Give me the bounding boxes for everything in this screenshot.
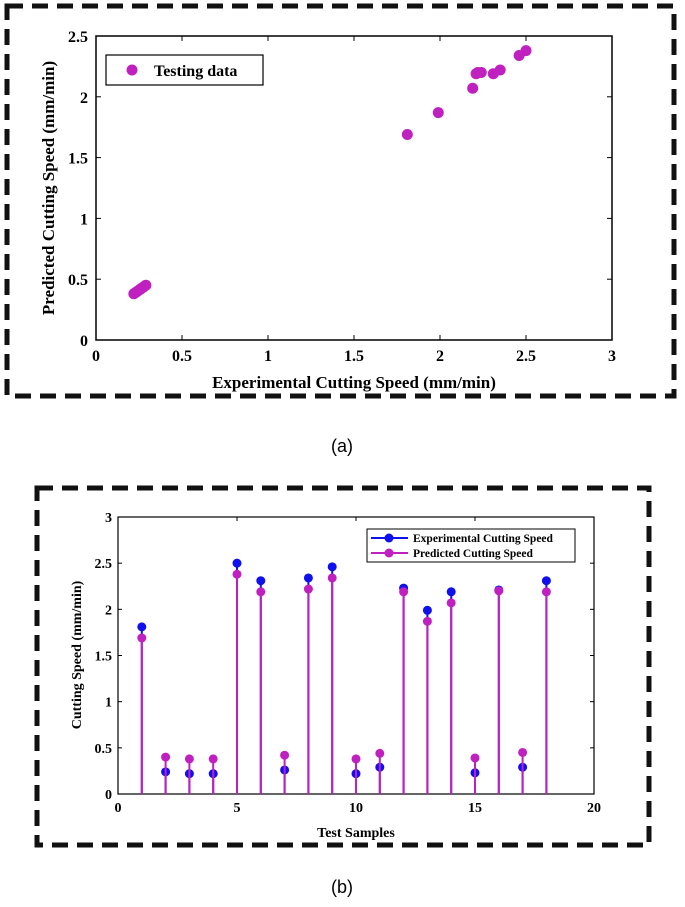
- chart-b-xlabel: Test Samples: [317, 826, 395, 841]
- chart-b-marker-predicted: [541, 587, 551, 597]
- chart-b-xtick-label: 20: [587, 801, 601, 816]
- chart-b-marker-experimental: [256, 576, 266, 586]
- chart-b-ytick-label: 3: [105, 511, 112, 526]
- chart-a-ytick-label: 0.5: [68, 272, 88, 289]
- chart-b-legend: Experimental Cutting Speed Predicted Cut…: [366, 528, 576, 563]
- chart-b-legend-box: [366, 528, 576, 563]
- chart-b-ytick-label: 2: [105, 603, 112, 618]
- chart-b-ytick-label: 1.5: [95, 650, 113, 665]
- chart-a-xtick-label: 2.5: [516, 348, 536, 365]
- chart-b-marker-experimental: [303, 573, 313, 583]
- chart-b-marker-predicted: [184, 754, 194, 764]
- chart-b-marker-predicted: [399, 587, 409, 597]
- chart-a-ylabel: Predicted Cutting Speed (mm/min): [39, 61, 58, 315]
- chart-b-xtick-label: 0: [115, 801, 122, 816]
- chart-b-marker-predicted: [518, 747, 528, 757]
- caption-a: (a): [331, 436, 353, 456]
- chart-b-xtick-label: 5: [234, 801, 241, 816]
- chart-a-point: [494, 64, 506, 76]
- chart-a-legend-label: Testing data: [154, 63, 237, 80]
- chart-a-ytick-label: 2.5: [68, 29, 88, 46]
- chart-b-marker-predicted: [375, 748, 385, 758]
- chart-a-xtick-label: 2: [436, 348, 444, 365]
- caption-b: (b): [331, 877, 353, 897]
- chart-a-xtick-label: 0.5: [172, 348, 192, 365]
- chart-b: 0 5 10 15 20 0 0.5 1 1.5 2 2.5 3 Experimental Cutti…: [70, 511, 601, 841]
- chart-b-marker-experimental: [232, 558, 242, 568]
- chart-b-ytick-label: 2.5: [95, 557, 113, 572]
- chart-b-marker-experimental: [446, 587, 456, 597]
- chart-b-marker-predicted: [256, 587, 266, 597]
- chart-b-marker-predicted: [137, 633, 147, 643]
- chart-a-xtick-label: 0: [92, 348, 100, 365]
- chart-b-marker-experimental: [137, 622, 147, 632]
- chart-b-ytick-label: 0: [105, 788, 112, 803]
- chart-b-marker-predicted: [280, 750, 290, 760]
- chart-b-xtick-label: 15: [468, 801, 482, 816]
- chart-b-legend-label-experimental: Experimental Cutting Speed: [413, 533, 554, 545]
- chart-b-stems: [137, 558, 551, 794]
- chart-b-legend-label-predicted: Predicted Cutting Speed: [413, 548, 534, 560]
- chart-a-point: [401, 128, 413, 140]
- chart-a-point: [520, 45, 532, 57]
- chart-a-legend-marker: [126, 64, 138, 76]
- chart-b-ytick-label: 0.5: [95, 742, 113, 757]
- chart-a-point: [140, 279, 152, 291]
- chart-b-legend-marker-predicted: [384, 548, 394, 558]
- chart-b-marker-predicted: [161, 752, 171, 762]
- chart-a-point: [475, 66, 487, 78]
- chart-b-marker-predicted: [470, 753, 480, 763]
- chart-b-marker-experimental: [541, 576, 551, 586]
- chart-a-points: [128, 45, 532, 300]
- chart-b-marker-experimental: [422, 605, 432, 615]
- chart-a-ticks: 0 0.5 1 1.5 2 2.5 3 0 0.5 1 1.5 2 2.5: [68, 29, 616, 365]
- chart-a-legend: Testing data: [105, 54, 264, 86]
- chart-b-marker-predicted: [208, 754, 218, 764]
- chart-a-ytick-label: 1.5: [68, 151, 88, 168]
- chart-a-point: [432, 107, 444, 119]
- panel-a-dashed-frame: [4, 3, 677, 399]
- chart-a-ytick-label: 1: [80, 211, 88, 228]
- chart-b-ylabel: Cutting Speed (mm/min): [70, 580, 85, 729]
- chart-b-ytick-label: 1: [105, 696, 112, 711]
- chart-a-xlabel: Experimental Cutting Speed (mm/min): [212, 373, 496, 392]
- chart-b-marker-predicted: [327, 573, 337, 583]
- chart-a: 0 0.5 1 1.5 2 2.5 3 0 0.5 1 1.5 2 2.5 Testing data E…: [39, 29, 616, 392]
- chart-b-marker-predicted: [446, 598, 456, 608]
- chart-b-ticks: 0 5 10 15 20 0 0.5 1 1.5 2 2.5 3: [95, 511, 602, 816]
- chart-a-xtick-label: 1: [264, 348, 272, 365]
- chart-a-xtick-label: 3: [608, 348, 616, 365]
- chart-a-ytick-label: 2: [80, 90, 88, 107]
- chart-b-marker-predicted: [232, 569, 242, 579]
- chart-b-marker-experimental: [327, 562, 337, 572]
- chart-b-marker-predicted: [494, 586, 504, 596]
- chart-b-marker-predicted: [303, 584, 313, 594]
- panel-b-dashed-frame: [34, 485, 652, 848]
- chart-b-xtick-label: 10: [349, 801, 363, 816]
- chart-a-point: [467, 82, 479, 94]
- chart-a-xtick-label: 1.5: [344, 348, 364, 365]
- chart-b-legend-marker-experimental: [384, 533, 394, 543]
- chart-a-ytick-label: 0: [80, 333, 88, 350]
- chart-b-marker-predicted: [351, 754, 361, 764]
- chart-b-marker-predicted: [422, 616, 432, 626]
